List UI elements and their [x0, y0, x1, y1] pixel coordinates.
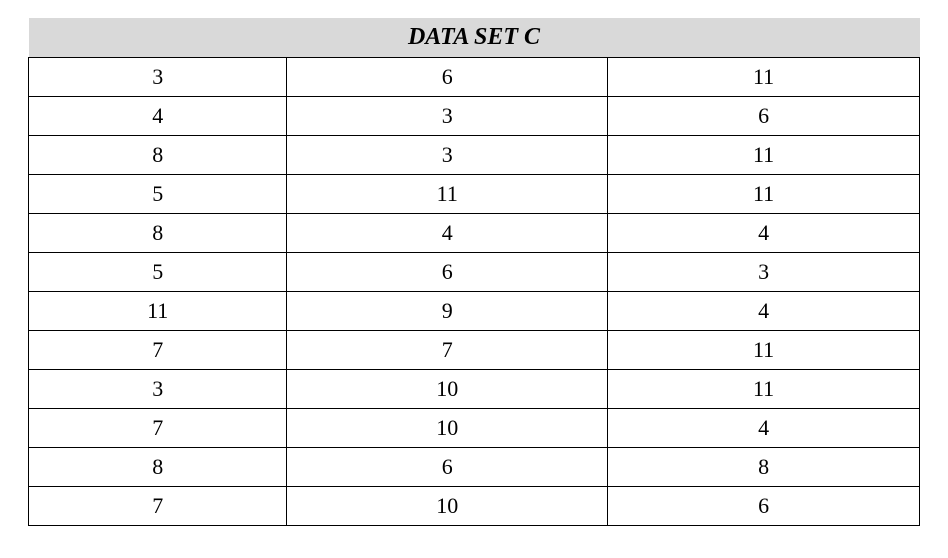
cell: 8 — [608, 448, 920, 487]
table-row: 3 10 11 — [29, 370, 920, 409]
table-row: 8 6 8 — [29, 448, 920, 487]
cell: 8 — [29, 136, 287, 175]
table-row: 5 11 11 — [29, 175, 920, 214]
cell: 3 — [29, 58, 287, 97]
table-row: 7 7 11 — [29, 331, 920, 370]
cell: 7 — [29, 487, 287, 526]
cell: 11 — [608, 175, 920, 214]
table-row: 7 10 6 — [29, 487, 920, 526]
cell: 5 — [29, 175, 287, 214]
table-row: 4 3 6 — [29, 97, 920, 136]
cell: 6 — [287, 253, 608, 292]
cell: 3 — [29, 370, 287, 409]
table-row: 7 10 4 — [29, 409, 920, 448]
cell: 4 — [608, 409, 920, 448]
cell: 8 — [29, 448, 287, 487]
cell: 8 — [29, 214, 287, 253]
cell: 11 — [608, 331, 920, 370]
cell: 7 — [287, 331, 608, 370]
cell: 6 — [287, 448, 608, 487]
cell: 10 — [287, 370, 608, 409]
cell: 3 — [608, 253, 920, 292]
cell: 10 — [287, 487, 608, 526]
cell: 3 — [287, 136, 608, 175]
cell: 4 — [287, 214, 608, 253]
cell: 4 — [608, 292, 920, 331]
cell: 3 — [287, 97, 608, 136]
cell: 7 — [29, 331, 287, 370]
cell: 11 — [608, 370, 920, 409]
data-table: DATA SET C 3 6 11 4 3 6 8 3 11 5 11 11 8… — [28, 18, 920, 526]
cell: 10 — [287, 409, 608, 448]
table-row: 8 4 4 — [29, 214, 920, 253]
cell: 6 — [608, 487, 920, 526]
cell: 11 — [608, 136, 920, 175]
cell: 11 — [29, 292, 287, 331]
cell: 7 — [29, 409, 287, 448]
cell: 6 — [608, 97, 920, 136]
cell: 11 — [608, 58, 920, 97]
table-row: 8 3 11 — [29, 136, 920, 175]
table-row: 3 6 11 — [29, 58, 920, 97]
cell: 5 — [29, 253, 287, 292]
cell: 4 — [608, 214, 920, 253]
cell: 6 — [287, 58, 608, 97]
cell: 4 — [29, 97, 287, 136]
table-row: 5 6 3 — [29, 253, 920, 292]
table-row: 11 9 4 — [29, 292, 920, 331]
cell: 9 — [287, 292, 608, 331]
cell: 11 — [287, 175, 608, 214]
table-title: DATA SET C — [29, 18, 920, 58]
